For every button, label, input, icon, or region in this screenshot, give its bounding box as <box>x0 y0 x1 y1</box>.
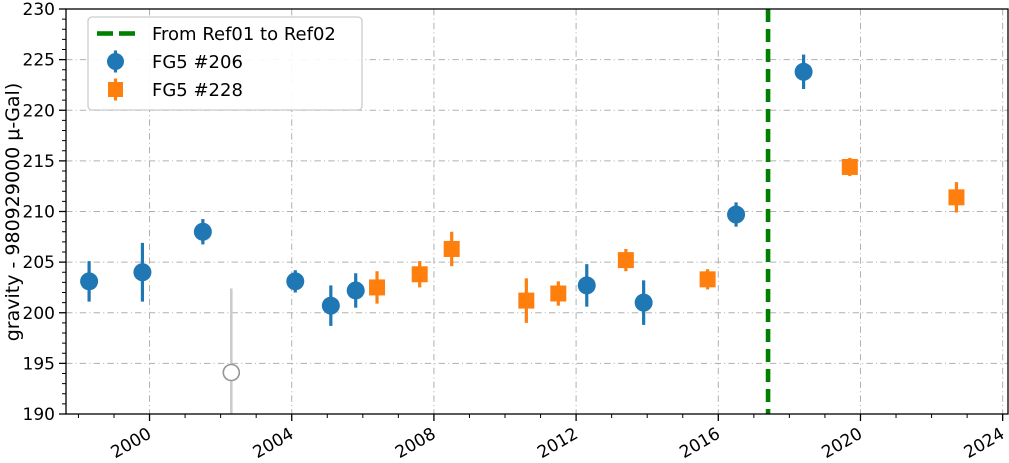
data-point <box>286 270 305 293</box>
data-point <box>550 281 567 306</box>
y-tick-label: 215 <box>23 152 55 172</box>
data-point <box>617 248 634 272</box>
data-point <box>411 261 428 288</box>
circle-marker-sample <box>107 53 124 70</box>
data-point <box>948 182 965 213</box>
data-point <box>133 242 152 302</box>
data-point <box>634 280 653 325</box>
data-point <box>193 219 212 245</box>
legend-entry: From Ref01 to Ref02 <box>97 24 336 45</box>
y-tick-label: 210 <box>23 203 55 223</box>
square-marker-sample <box>108 82 123 97</box>
y-tick-label: 220 <box>23 101 55 121</box>
y-tick-label: 205 <box>23 253 55 273</box>
x-tick-label: 2012 <box>534 424 581 463</box>
legend-label: FG5 #228 <box>152 80 243 101</box>
x-tick-label: 2016 <box>676 424 723 463</box>
y-axis-ticks <box>59 8 66 415</box>
x-tick-label: 2008 <box>392 424 439 463</box>
outlier-point <box>222 288 241 414</box>
data-point <box>80 261 99 302</box>
y-axis-title: gravity - 980929000 μ-Gal) <box>2 83 24 342</box>
legend-box <box>87 16 363 111</box>
data-point <box>346 273 365 308</box>
series-fg5-206 <box>80 54 813 326</box>
legend-entry: FG5 #228 <box>108 78 243 101</box>
series-fg5-228 <box>369 157 965 323</box>
data-point <box>577 264 596 307</box>
data-point <box>443 231 460 267</box>
x-tick-labels: 2000 2004 2008 2012 2016 2020 2024 <box>108 424 1009 463</box>
data-point <box>727 202 746 227</box>
y-tick-label: 225 <box>23 51 55 71</box>
data-point <box>841 157 858 177</box>
legend-label: From Ref01 to Ref02 <box>152 24 336 45</box>
x-tick-label: 2004 <box>250 424 297 463</box>
x-tick-label: 2000 <box>108 424 155 463</box>
y-tick-labels: 190 195 200 205 210 215 220 225 230 <box>23 0 55 425</box>
x-axis-ticks <box>77 414 1004 421</box>
data-point <box>699 269 716 290</box>
x-tick-label: 2024 <box>961 424 1008 463</box>
y-tick-label: 200 <box>23 304 55 324</box>
grid <box>66 9 1008 414</box>
y-tick-label: 230 <box>23 0 55 20</box>
data-point <box>369 271 386 304</box>
data-point <box>794 54 813 89</box>
legend: From Ref01 to Ref02 FG5 #206 FG5 #228 <box>87 16 363 111</box>
y-tick-label: 190 <box>23 405 55 425</box>
data-point <box>518 278 535 323</box>
data-point <box>321 285 340 326</box>
legend-entry: FG5 #206 <box>107 50 243 73</box>
x-tick-label: 2020 <box>819 424 866 463</box>
y-tick-label: 195 <box>23 354 55 374</box>
legend-label: FG5 #206 <box>152 52 243 73</box>
